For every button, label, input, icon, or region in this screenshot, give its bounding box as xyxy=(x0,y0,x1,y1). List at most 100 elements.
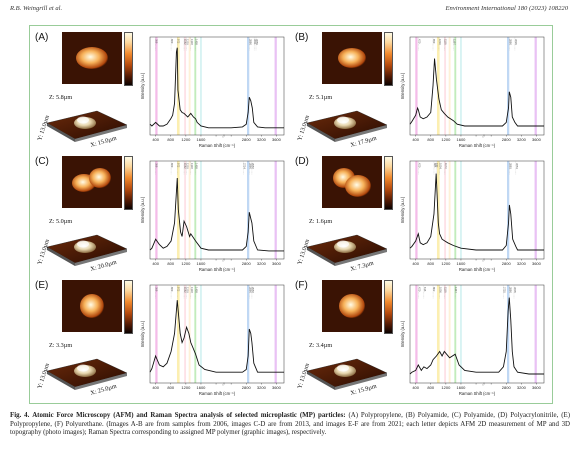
x-tick-label: 1600 xyxy=(197,261,207,266)
peak-label: 1016 xyxy=(438,39,442,45)
y-axis-label: Intensity (a.u.) xyxy=(400,72,405,99)
raman-spectrum-chart: 470 885 943 1034 1173 2883 3053 400 800 1200 1600 2… xyxy=(400,160,545,272)
topo-x-label: X: 7.3µm xyxy=(350,260,375,273)
peak-label: 1034 xyxy=(439,163,443,169)
peak-band xyxy=(454,161,457,259)
peak-band xyxy=(454,285,457,383)
afm-2d-image xyxy=(322,156,382,208)
peak-label: 859 xyxy=(432,39,436,44)
peak-band xyxy=(444,37,447,135)
peak-band xyxy=(444,285,447,383)
peak-label: 809 xyxy=(170,39,174,44)
x-tick-label: 1600 xyxy=(457,385,467,390)
x-tick-label: 3600 xyxy=(532,261,542,266)
peak-label: 2725 xyxy=(502,287,506,293)
peak-band xyxy=(155,37,158,135)
x-tick-label: 800 xyxy=(167,137,174,142)
x-axis-label: Raman Shift (cm⁻¹) xyxy=(459,143,496,148)
y-axis-label: Intensity (a.u.) xyxy=(140,72,145,99)
peak-label: 943 xyxy=(435,163,439,168)
peak-band xyxy=(155,161,158,259)
axis-break: // xyxy=(482,258,485,263)
peak-label: 1458 xyxy=(195,287,199,293)
peak-band xyxy=(176,285,180,383)
topo-y-label: Y: 13.0µm xyxy=(296,362,311,389)
peak-band xyxy=(448,37,451,135)
plot-frame xyxy=(149,160,285,260)
x-tick-label: 3200 xyxy=(517,137,527,142)
x-tick-label: 1200 xyxy=(181,137,191,142)
peak-label: 1447 xyxy=(454,287,458,293)
plot-frame xyxy=(409,160,545,260)
axis-break: // xyxy=(222,382,225,387)
peak-band xyxy=(448,285,451,383)
panel-d: (D) Z: 1.6µm X: 7.3µm Y: 13.0µm 470 885 943 103… xyxy=(292,153,550,275)
panel-letter: (C) xyxy=(35,156,49,167)
peak-label: 3005 xyxy=(513,287,517,293)
peak-label: 398 xyxy=(155,39,159,44)
x-tick-label: 1200 xyxy=(441,385,451,390)
axis-break: // xyxy=(482,134,485,139)
peak-label: 2950 xyxy=(251,163,255,169)
peak-label: 2880 xyxy=(248,287,252,293)
y-axis-label: Intensity (a.u.) xyxy=(400,320,405,347)
peak-band xyxy=(184,161,187,259)
peak-band xyxy=(448,161,451,259)
topo-z-label: Z: 1.6µm xyxy=(309,218,332,225)
peak-label: 3059 xyxy=(255,39,259,45)
peak-label: 470 xyxy=(417,39,421,44)
raman-spectrum-chart: 470 616 862 1036 1159 1447 2725 2880 3005 400 800 1… xyxy=(400,284,545,396)
peak-band xyxy=(415,37,418,135)
x-tick-label: 3200 xyxy=(517,261,527,266)
afm-colorbar xyxy=(384,156,393,210)
peak-label: 616 xyxy=(423,287,427,292)
peak-label: 3029 xyxy=(514,39,518,45)
topo-y-label: Y: 13.0µm xyxy=(36,114,51,141)
raman-spectrum-chart: 398 809 972 1152 1219 1330 1458 2724 2880 2950 400… xyxy=(140,160,285,272)
peak-band xyxy=(415,161,418,259)
plot-frame xyxy=(149,284,285,384)
caption-label: Fig. 4. xyxy=(10,412,30,419)
x-tick-label: 800 xyxy=(167,385,174,390)
spectrum-series xyxy=(409,173,544,251)
peak-label: 809 xyxy=(170,163,174,168)
y-axis-label: Intensity (a.u.) xyxy=(140,320,145,347)
x-tick-label: 3600 xyxy=(272,137,282,142)
afm-colorbar xyxy=(124,280,133,334)
peak-label: 1152 xyxy=(183,163,187,169)
peak-band xyxy=(274,285,277,383)
x-tick-label: 2800 xyxy=(242,385,252,390)
spectrum-series xyxy=(409,297,544,375)
peak-label: 972 xyxy=(176,163,180,168)
peak-label: 1152 xyxy=(183,287,187,293)
peak-band xyxy=(460,37,462,135)
peak-band xyxy=(534,285,537,383)
peak-label: 1330 xyxy=(190,163,194,169)
axis-break: // xyxy=(482,382,485,387)
peak-label: 2880 xyxy=(248,39,252,45)
peak-label: 1397 xyxy=(452,39,456,45)
peak-band xyxy=(200,161,202,259)
caption-title: Atomic Force Microscopy (AFM) and Raman … xyxy=(32,412,346,419)
axis-break: // xyxy=(222,134,225,139)
panel-b: (B) Z: 5.1µm X: 17.9µm Y: 13.0µm 470 859 1016 1… xyxy=(292,29,550,151)
panel-a: (A) Z: 5.8µm X: 15.0µm Y: 13.0µm 398 809 972 11… xyxy=(32,29,290,151)
x-tick-label: 1600 xyxy=(197,385,207,390)
x-tick-label: 1200 xyxy=(181,261,191,266)
spectrum-series xyxy=(149,300,284,373)
peak-band xyxy=(194,37,197,135)
peak-label: 2880 xyxy=(508,287,512,293)
peak-band xyxy=(247,161,250,259)
panel-letter: (D) xyxy=(295,156,309,167)
x-tick-label: 1600 xyxy=(457,261,467,266)
peak-label: 2880 xyxy=(508,39,512,45)
panel-letter: (B) xyxy=(295,32,309,43)
peak-band xyxy=(415,285,418,383)
x-tick-label: 400 xyxy=(152,137,159,142)
peak-label: 3011 xyxy=(253,39,257,45)
topo-z-label: Z: 3.4µm xyxy=(309,342,332,349)
peak-label: 972 xyxy=(176,39,180,44)
